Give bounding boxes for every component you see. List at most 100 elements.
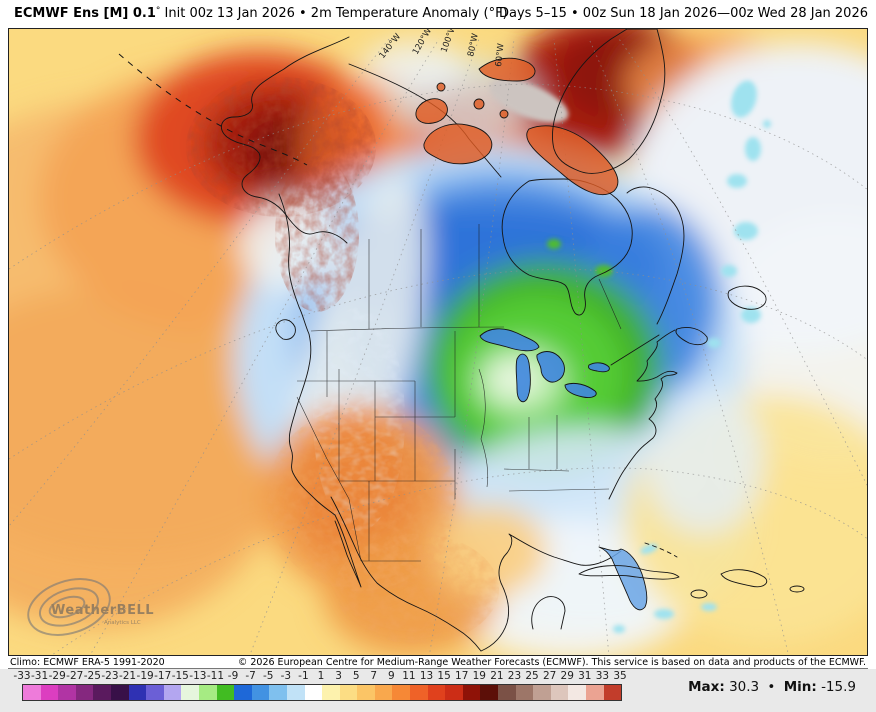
coast-cuba	[578, 565, 680, 580]
terrain-texture	[186, 77, 499, 644]
colorbar-tick: 9	[388, 670, 395, 682]
coast-jamaica	[690, 589, 708, 599]
colorbar-cell	[110, 685, 129, 700]
coast-gulf-of-mexico	[480, 533, 622, 652]
coast-yucatan	[531, 596, 566, 630]
colorbar-tick: -3	[280, 670, 292, 682]
colorbar-tick: -5	[262, 670, 274, 682]
arctic-islands	[415, 57, 619, 196]
colorbar-tick: 17	[455, 670, 469, 682]
coast-newfoundland	[727, 285, 767, 310]
product-title-detail: Init 00z 13 Jan 2026 • 2m Temperature An…	[160, 6, 508, 21]
colorbar-tick: 5	[352, 670, 360, 682]
colorbar-tick: 21	[490, 670, 504, 682]
colorbar-cell	[550, 685, 569, 700]
colorbar-tick: -21	[118, 670, 137, 682]
graticule	[9, 38, 867, 655]
colorbar-tick: -33	[13, 670, 31, 682]
meridian-label: 60°W	[494, 42, 506, 67]
colorbar-tick: -1	[298, 670, 309, 682]
meridian-label: 80°W	[466, 32, 481, 58]
colorbar-tick: 11	[402, 670, 416, 682]
colorbar-cell	[146, 685, 164, 700]
valid-period: Days 5–15 • 00z Sun 18 Jan 2026—00z Wed …	[498, 6, 868, 21]
colorbar-tick: 31	[578, 670, 592, 682]
colorbar-cell	[586, 685, 604, 700]
colorbar-tick: 1	[317, 670, 325, 682]
colorbar-cell	[322, 685, 340, 700]
colorbar-cell	[480, 685, 499, 700]
colorbar-tick: -9	[227, 670, 239, 682]
coast-alaska-westcoast	[220, 36, 350, 244]
coast-st-lawrence	[610, 334, 660, 366]
map-svg: 140°W 120°W 100°W 80°W 60°W WeatherBELL …	[9, 29, 867, 655]
colorbar-tick: -7	[245, 670, 256, 682]
colorbar-cell	[568, 685, 586, 700]
bottom-panel: -33 -31 -29 -27 -25 -23 -21 -19 -17 -15 -13 -11 -9 -7…	[0, 669, 876, 712]
coast-bahamas	[644, 542, 678, 558]
climo-note: Climo: ECMWF ERA-5 1991-2020	[10, 657, 165, 668]
coast-bc-california	[278, 193, 336, 516]
colorbar-tick: 3	[335, 670, 342, 682]
product-title: ECMWF Ens [M] 0.1° Init 00z 13 Jan 2026 …	[14, 6, 508, 21]
colorbar-cell	[251, 685, 270, 700]
colorbar-cell	[392, 685, 411, 700]
colorbar-tick: 13	[419, 670, 434, 682]
coast-florida	[598, 546, 648, 611]
colorbar-cell	[498, 685, 516, 700]
colorbar-cell	[427, 685, 446, 700]
colorbar-cell	[93, 685, 111, 700]
cyan-spots	[613, 80, 771, 633]
credits-bar: Climo: ECMWF ERA-5 1991-2020 © 2026 Euro…	[8, 656, 868, 669]
great-lakes	[479, 328, 610, 403]
colorbar-cell	[40, 685, 59, 700]
colorbar-tick: -23	[101, 670, 119, 682]
colorbar-cell	[58, 685, 76, 700]
colorbar-tick: 29	[560, 670, 574, 682]
colorbar-cell	[128, 685, 147, 700]
colorbar-cell	[462, 685, 481, 700]
product-title-model: ECMWF Ens [M] 0.1	[14, 6, 156, 21]
colorbar-cell	[339, 685, 358, 700]
colorbar-cell	[357, 685, 375, 700]
colorbar-tick: 7	[370, 670, 378, 682]
colorbar-tick: -15	[171, 670, 189, 682]
colorbar-cell	[75, 685, 94, 700]
colorbar-tick: 33	[595, 670, 610, 682]
colorbar-tick: -17	[154, 670, 172, 682]
logo-subtitle: Analytics LLC	[104, 620, 141, 626]
colorbar-tick: -29	[48, 670, 66, 682]
colorbar: -33 -31 -29 -27 -25 -23 -21 -19 -17 -15 -13 -11 -9 -7…	[12, 670, 652, 710]
coast-hispaniola	[720, 569, 768, 588]
header: ECMWF Ens [M] 0.1° Init 00z 13 Jan 2026 …	[0, 0, 876, 28]
colorbar-cell	[286, 685, 305, 700]
colorbar-cell	[304, 685, 323, 700]
coast-greenland	[552, 29, 666, 174]
colorbar-tick: -25	[83, 670, 101, 682]
state-borders	[296, 224, 622, 562]
colorbar-cell	[234, 685, 252, 700]
colorbar-cell	[410, 685, 428, 700]
coast-vancouver-island	[275, 319, 296, 340]
colorbar-cell	[198, 685, 217, 700]
coast-gulf-california-mexico	[330, 496, 482, 652]
colorbar-tick: 23	[507, 670, 522, 682]
max-min-readout: Max: 30.3 • Min: -15.9	[688, 679, 860, 695]
colorbar-tick: -11	[206, 670, 225, 682]
logo-text: WeatherBELL	[51, 603, 154, 618]
greenland-ice-gray-blob	[489, 79, 569, 123]
colorbar-tick: 15	[437, 670, 451, 682]
max-label: Max:	[688, 679, 725, 695]
copyright-note: © 2026 European Centre for Medium-Range …	[237, 657, 866, 668]
colorbar-tick: 35	[613, 670, 627, 682]
colorbar-tick: -19	[136, 670, 154, 682]
colorbar-cell	[163, 685, 182, 700]
dot-separator: •	[767, 679, 776, 695]
colorbar-tick: 27	[542, 670, 557, 682]
coast-puerto-rico	[789, 585, 805, 593]
min-value: -15.9	[821, 679, 856, 695]
coast-baja	[334, 514, 362, 588]
weatherbell-logo: WeatherBELL Analytics LLC	[27, 578, 154, 636]
max-value: 30.3	[729, 679, 760, 695]
